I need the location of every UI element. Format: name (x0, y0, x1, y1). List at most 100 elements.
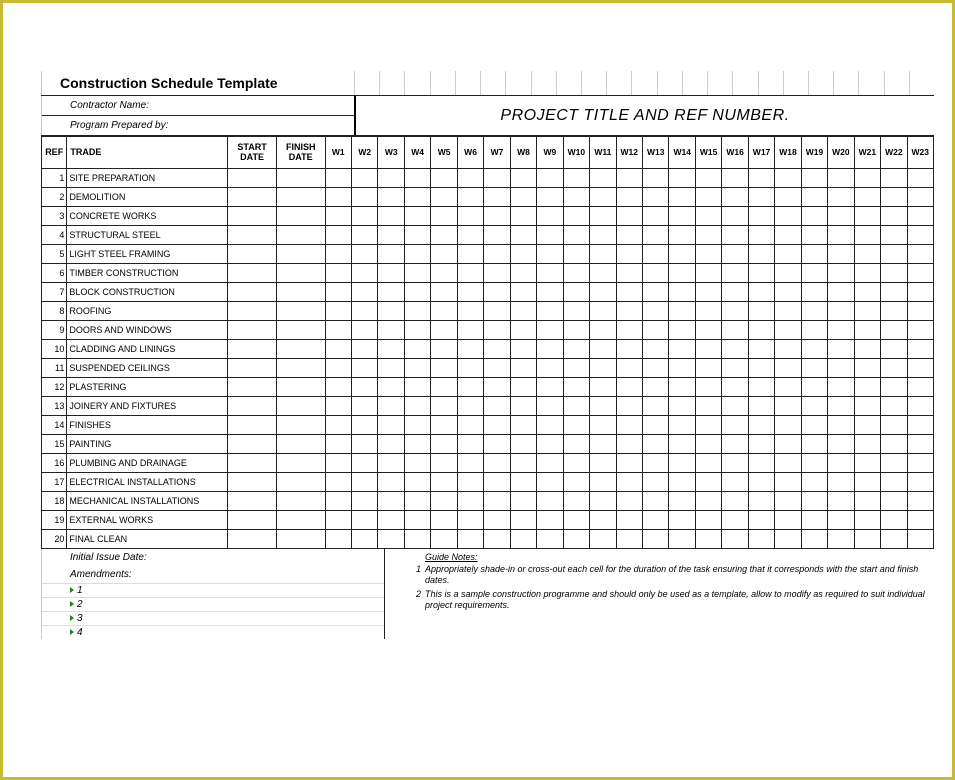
cell-week (854, 359, 880, 378)
cell-week (748, 321, 774, 340)
table-row: 16PLUMBING AND DRAINAGE (42, 454, 934, 473)
cell-week (537, 435, 563, 454)
col-week: W5 (431, 137, 457, 169)
cell-start-date (228, 473, 277, 492)
cell-week (907, 283, 933, 302)
cell-week (643, 302, 669, 321)
cell-week (722, 397, 748, 416)
cell-trade: MECHANICAL INSTALLATIONS (67, 492, 228, 511)
cell-week (828, 264, 854, 283)
col-ref: REF (42, 137, 67, 169)
cell-week (801, 416, 827, 435)
cell-week (616, 435, 642, 454)
amendments-list: 1234 (42, 583, 384, 639)
cell-week (695, 473, 721, 492)
amendment-item: 3 (42, 611, 384, 625)
cell-week (616, 511, 642, 530)
cell-week (695, 492, 721, 511)
col-week: W4 (404, 137, 430, 169)
sheet-title: Construction Schedule Template (41, 71, 354, 95)
cell-week (748, 340, 774, 359)
cell-start-date (228, 321, 277, 340)
cell-week (484, 435, 510, 454)
cell-week (378, 511, 404, 530)
cell-week (325, 530, 351, 549)
cell-week (881, 169, 907, 188)
cell-week (378, 302, 404, 321)
cell-week (907, 397, 933, 416)
cell-start-date (228, 283, 277, 302)
cell-week (484, 378, 510, 397)
cell-finish-date (276, 378, 325, 397)
cell-week (590, 492, 616, 511)
cell-week (828, 321, 854, 340)
cell-week (590, 169, 616, 188)
cell-week (537, 359, 563, 378)
cell-week (801, 188, 827, 207)
cell-week (484, 454, 510, 473)
cell-week (590, 264, 616, 283)
cell-week (457, 435, 483, 454)
cell-week (537, 226, 563, 245)
table-row: 20FINAL CLEAN (42, 530, 934, 549)
cell-week (775, 188, 801, 207)
cell-week (378, 169, 404, 188)
cell-start-date (228, 454, 277, 473)
cell-finish-date (276, 226, 325, 245)
cell-week (907, 340, 933, 359)
cell-week (431, 188, 457, 207)
cell-week (590, 321, 616, 340)
program-prepared-label: Program Prepared by: (42, 116, 354, 135)
cell-start-date (228, 378, 277, 397)
cell-week (907, 207, 933, 226)
cell-week (881, 245, 907, 264)
schedule-table: REF TRADE STARTDATE FINISHDATE W1W2W3W4W… (41, 136, 934, 549)
cell-week (590, 473, 616, 492)
cell-trade: BLOCK CONSTRUCTION (67, 283, 228, 302)
cell-week (537, 473, 563, 492)
cell-week (457, 530, 483, 549)
cell-week (484, 416, 510, 435)
cell-week (907, 511, 933, 530)
cell-week (457, 245, 483, 264)
cell-week (669, 359, 695, 378)
cell-week (907, 188, 933, 207)
cell-ref: 10 (42, 340, 67, 359)
cell-week (854, 492, 880, 511)
cell-week (854, 169, 880, 188)
cell-week (404, 283, 430, 302)
cell-week (352, 359, 378, 378)
cell-week (616, 454, 642, 473)
amendment-item: 2 (42, 597, 384, 611)
cell-week (669, 530, 695, 549)
cell-week (431, 530, 457, 549)
cell-ref: 3 (42, 207, 67, 226)
cell-trade: FINISHES (67, 416, 228, 435)
cell-week (378, 492, 404, 511)
cell-week (854, 207, 880, 226)
cell-week (748, 169, 774, 188)
cell-week (457, 188, 483, 207)
cell-week (431, 416, 457, 435)
cell-week (643, 264, 669, 283)
table-row: 15PAINTING (42, 435, 934, 454)
table-row: 18MECHANICAL INSTALLATIONS (42, 492, 934, 511)
cell-week (801, 454, 827, 473)
col-week: W17 (748, 137, 774, 169)
cell-week (352, 435, 378, 454)
cell-week (748, 435, 774, 454)
cell-week (854, 473, 880, 492)
title-week-cell (732, 71, 757, 95)
cell-week (669, 416, 695, 435)
cell-week (669, 302, 695, 321)
cell-week (431, 473, 457, 492)
cell-week (801, 340, 827, 359)
cell-week (378, 397, 404, 416)
cell-week (854, 530, 880, 549)
col-week: W14 (669, 137, 695, 169)
cell-week (881, 511, 907, 530)
cell-week (775, 378, 801, 397)
cell-week (563, 530, 589, 549)
cell-week (643, 207, 669, 226)
cell-week (484, 169, 510, 188)
